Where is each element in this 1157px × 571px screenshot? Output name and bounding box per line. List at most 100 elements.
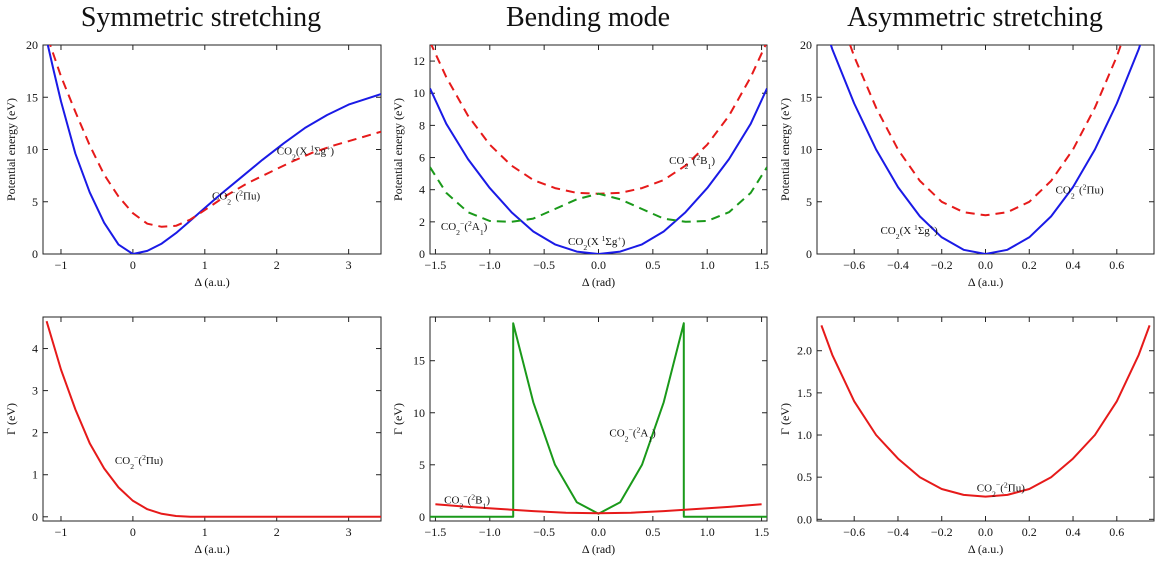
x-tick-label: −0.4 (887, 525, 909, 539)
x-tick-label: −1.5 (425, 525, 447, 539)
y-tick-label: 10 (413, 86, 425, 100)
y-tick-label: 0 (32, 247, 38, 261)
x-tick-label: 3 (346, 258, 352, 272)
y-tick-label: 12 (413, 54, 425, 68)
panel-asym-gamma: −0.6 −0.4 −0.2 0.0 0.2 0.4 0.6 0.0 0.5 1.0 1.5 2.0 Δ… (778, 316, 1155, 556)
y-tick-label: 1 (32, 468, 38, 482)
y-tick-label: 0 (419, 247, 425, 261)
curve-annotation: CO2−(2Πu) (212, 188, 260, 206)
y-axis-label: Potential energy (eV) (4, 98, 18, 201)
curve-annotation: CO2−(2Πu) (1056, 182, 1104, 200)
series-blue-line (430, 87, 767, 254)
x-tick-label: 0.6 (1109, 258, 1124, 272)
y-tick-label: 8 (419, 118, 425, 132)
series-blue-line (829, 45, 1142, 254)
x-tick-label: −0.6 (843, 525, 865, 539)
x-tick-label: 0 (130, 258, 136, 272)
x-tick-label: 3 (346, 525, 352, 539)
x-tick-label: 0.4 (1066, 258, 1081, 272)
y-tick-label: 10 (26, 143, 38, 157)
y-tick-label: 4 (32, 342, 38, 356)
y-tick-label: 20 (26, 38, 38, 52)
title-symmetric-stretching: Symmetric stretching (80, 2, 322, 33)
series-red-line (849, 45, 1122, 217)
x-tick-label: 0.0 (978, 258, 993, 272)
x-tick-label: 0 (130, 525, 136, 539)
x-axis-label: Δ (rad) (582, 275, 615, 289)
y-tick-label: 6 (419, 151, 425, 165)
x-tick-label: −1 (55, 258, 68, 272)
y-axis-label: Γ (eV) (4, 403, 18, 435)
y-tick-label: 0 (419, 510, 425, 524)
y-tick-label: 0.0 (797, 512, 812, 526)
y-axis-label: Γ (eV) (391, 403, 405, 435)
curve-annotation: CO2(X 1Σg+) (880, 223, 938, 241)
x-tick-label: 1.0 (700, 525, 715, 539)
x-tick-label: 0.5 (645, 525, 660, 539)
title-asymmetric-stretching: Asymmetric stretching (847, 2, 1103, 33)
series-red-line (430, 45, 767, 195)
x-tick-label: −0.2 (931, 525, 953, 539)
x-tick-label: 0.4 (1066, 525, 1081, 539)
x-tick-label: −1 (55, 525, 68, 539)
y-axis-label: Potential energy (eV) (778, 98, 792, 201)
x-tick-label: 1.5 (754, 258, 769, 272)
x-tick-label: 1.5 (754, 525, 769, 539)
series-red-line (820, 325, 1151, 498)
y-tick-label: 15 (800, 90, 812, 104)
y-axis-label: Potential energy (eV) (391, 98, 405, 201)
curve-annotation: CO2(X 1Σg+) (277, 143, 335, 161)
curve-annotation: CO2−(2B1) (669, 152, 715, 170)
x-tick-label: 0.2 (1022, 258, 1037, 272)
x-tick-label: 0.5 (645, 258, 660, 272)
curve-annotation: CO2−(2Πu) (977, 480, 1025, 498)
panel-sym-pe: −1 0 1 2 3 0 5 10 15 20 Δ (a.u.) Potential energy (… (4, 38, 382, 289)
y-tick-label: 0 (32, 510, 38, 524)
x-tick-label: 2 (274, 525, 280, 539)
title-bending-mode: Bending mode (505, 2, 671, 33)
x-axis-label: Δ (a.u.) (194, 275, 229, 289)
curve-annotation: CO2−(2A1) (441, 218, 488, 236)
x-tick-label: −1.0 (479, 258, 501, 272)
y-axis-label: Γ (eV) (778, 403, 792, 435)
x-tick-label: −0.5 (533, 258, 555, 272)
x-tick-label: 0.2 (1022, 525, 1037, 539)
series-green-line (430, 166, 767, 223)
x-tick-label: −0.2 (931, 258, 953, 272)
y-tick-label: 2 (32, 426, 38, 440)
curve-annotation: CO2−(2Πu) (115, 453, 163, 471)
series-red-line (45, 320, 381, 518)
series-red-line (435, 503, 762, 515)
x-tick-label: 0.6 (1109, 525, 1124, 539)
y-tick-label: 5 (419, 458, 425, 472)
plot-frame (816, 44, 1155, 255)
x-tick-label: 1 (202, 258, 208, 272)
x-tick-label: −0.6 (843, 258, 865, 272)
series-blue-line (46, 45, 381, 254)
x-tick-label: −1.0 (479, 525, 501, 539)
y-tick-label: 15 (26, 90, 38, 104)
y-tick-label: 0 (806, 247, 812, 261)
y-tick-label: 1.5 (797, 386, 812, 400)
curve-annotation: CO2(X 1Σg+) (568, 234, 626, 252)
series-green-line (430, 322, 767, 518)
plot-frame (42, 316, 382, 522)
y-tick-label: 20 (800, 38, 812, 52)
series-red-line (49, 45, 381, 228)
y-tick-label: 4 (419, 183, 425, 197)
x-tick-label: 1 (202, 525, 208, 539)
x-tick-label: −0.5 (533, 525, 555, 539)
y-tick-label: 0.5 (797, 470, 812, 484)
x-tick-label: 0.0 (978, 525, 993, 539)
panel-bend-pe: −1.5 −1.0 −0.5 0.0 0.5 1.0 1.5 0 2 4 6 8 10 12 Δ (rad)… (391, 44, 769, 289)
y-tick-label: 5 (806, 195, 812, 209)
y-tick-label: 5 (32, 195, 38, 209)
x-tick-label: −1.5 (425, 258, 447, 272)
x-tick-label: −0.4 (887, 258, 909, 272)
y-tick-label: 15 (413, 354, 425, 368)
x-axis-label: Δ (a.u.) (968, 275, 1003, 289)
plot-frame (429, 44, 768, 255)
x-tick-label: 0.0 (591, 258, 606, 272)
y-tick-label: 10 (800, 143, 812, 157)
